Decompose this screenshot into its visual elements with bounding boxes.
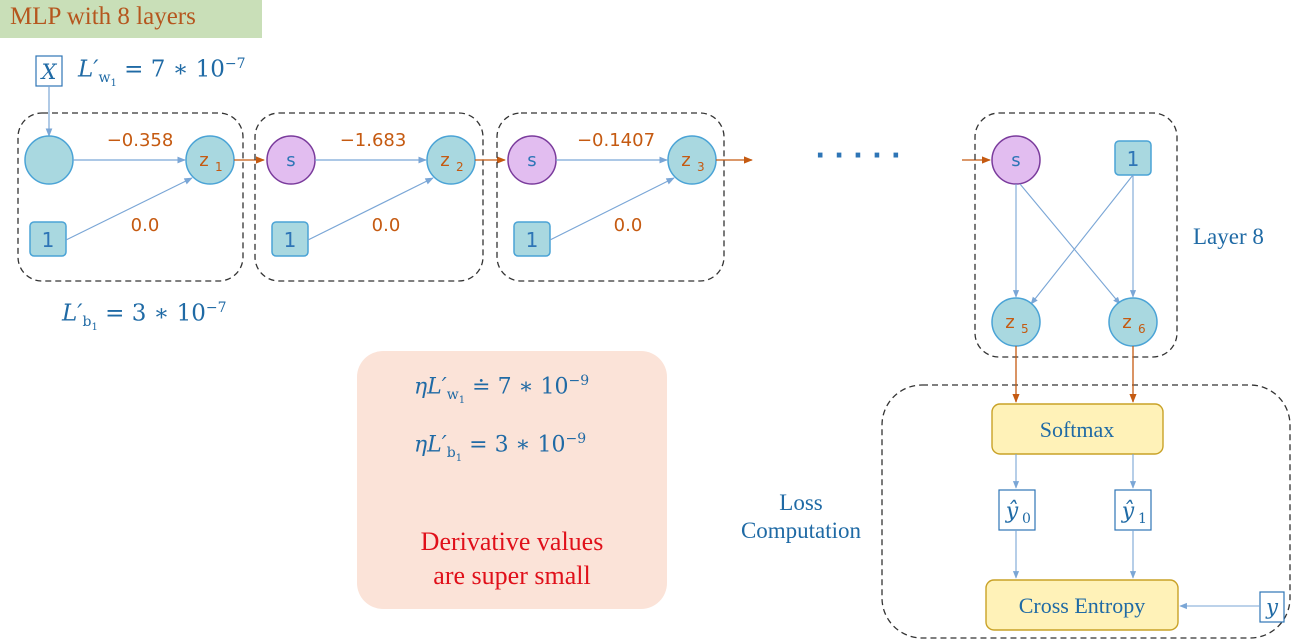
edge-s-z6 xyxy=(1019,183,1121,305)
loss-frame xyxy=(881,384,1291,639)
layer-2-bias-label: 1 xyxy=(284,228,297,252)
layer-3-bias-node xyxy=(513,221,551,257)
lr-b-formula: ηL′b1 = 3 ∗ 10−9 xyxy=(414,431,587,464)
y1-sub: 1 xyxy=(1138,511,1147,527)
layer-2-sigmoid-label: s xyxy=(286,150,295,171)
layer-3-weight-value: −0.1407 xyxy=(577,130,655,151)
layer-3-bias-edge xyxy=(549,177,675,241)
y0-label: ŷ xyxy=(1005,499,1019,524)
layer-8-frame xyxy=(974,112,1178,358)
layer-1-input-node xyxy=(24,135,74,185)
x-input-label: X xyxy=(40,60,58,84)
layer-1-frame xyxy=(17,112,244,282)
layer-3-bias-label: 1 xyxy=(526,228,539,252)
layer-2-bias-edge xyxy=(307,177,434,241)
layer-8-label: Layer 8 xyxy=(1193,224,1264,249)
learning-rate-callout xyxy=(357,351,667,609)
layer-3-sigmoid-label: s xyxy=(527,150,536,171)
y1-box xyxy=(1114,489,1152,531)
grad-b1-formula: L′b1 = 3 ∗ 10−7 xyxy=(62,300,227,334)
layer-1-weight-value: −0.358 xyxy=(107,130,174,151)
y-target-box xyxy=(1259,591,1285,623)
y0-sub: 0 xyxy=(1022,511,1031,527)
warning-line-2: are super small xyxy=(433,561,591,590)
layer-8-z5-node xyxy=(991,297,1041,347)
page-title: MLP with 8 layers xyxy=(10,3,196,30)
layer-1-bias-node xyxy=(29,221,67,257)
ellipsis-dots: · · · · · xyxy=(815,141,901,171)
layer-1-bias-value: 0.0 xyxy=(131,215,160,236)
layer-1-bias-label: 1 xyxy=(42,228,55,252)
layer-2-output-node xyxy=(426,135,476,185)
layer-2-bias-node xyxy=(271,221,309,257)
edge-bias-z5 xyxy=(1030,174,1134,305)
lr-w-formula: ηL′w1 ≐ 7 ∗ 10−9 xyxy=(414,373,590,406)
y0-box xyxy=(998,489,1036,531)
grad-w1-formula: L′w1 = 7 ∗ 10−7 xyxy=(78,56,246,90)
y-target-label: y xyxy=(1265,595,1279,619)
layer-3-frame xyxy=(496,112,725,282)
layer-1-bias-edge xyxy=(65,177,193,241)
layer-8-bias-label: 1 xyxy=(1127,147,1140,171)
cross-entropy-box xyxy=(985,579,1179,631)
loss-computation-label: Loss Computation xyxy=(740,490,862,543)
layer-8-z5-label: z xyxy=(1005,312,1014,333)
layer-8-sigmoid-label: s xyxy=(1011,150,1020,171)
layer-8-z6-sub: 6 xyxy=(1138,322,1146,336)
layer-1-output-sub: 1 xyxy=(215,160,223,174)
layer-1-output-node xyxy=(185,135,235,185)
layer-8-z6-node xyxy=(1108,297,1158,347)
layer-3-output-sub: 3 xyxy=(697,160,705,174)
softmax-box xyxy=(991,403,1164,455)
layer-8-z6-label: z xyxy=(1122,312,1131,333)
title-banner: MLP with 8 layers xyxy=(0,0,262,38)
layer-3-bias-value: 0.0 xyxy=(614,215,643,236)
layer-2-bias-value: 0.0 xyxy=(372,215,401,236)
softmax-label: Softmax xyxy=(1040,417,1115,442)
layer-3-output-label: z xyxy=(681,150,690,171)
cross-entropy-label: Cross Entropy xyxy=(1019,593,1146,618)
layer-2-frame xyxy=(254,112,484,282)
layer-2-output-sub: 2 xyxy=(456,160,464,174)
layer-3-output-node xyxy=(667,135,717,185)
layer-8-z5-sub: 5 xyxy=(1021,322,1029,336)
warning-line-1: Derivative values xyxy=(420,527,604,556)
layer-2-output-label: z xyxy=(440,150,449,171)
layer-1-output-label: z xyxy=(199,150,208,171)
y1-label: ŷ xyxy=(1121,499,1135,524)
layer-2-weight-value: −1.683 xyxy=(340,130,407,151)
